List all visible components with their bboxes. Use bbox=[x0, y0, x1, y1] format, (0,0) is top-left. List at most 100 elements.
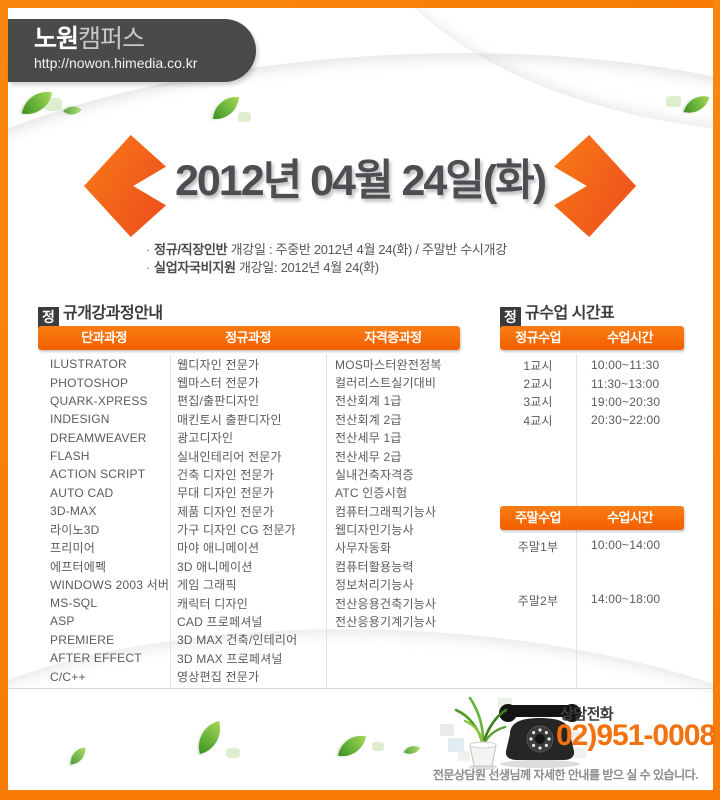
campus-name: 노원캠퍼스 bbox=[34, 26, 256, 53]
course-row: QUARK-XPRESS 편집/출판디자인 전산회계 1급 bbox=[38, 392, 460, 410]
regular-timetable-header: 정규수업 수업시간 bbox=[500, 326, 684, 350]
course-row-cell: 웹디자인 전문가 bbox=[177, 357, 260, 372]
course-row-cell: 전산회계 2급 bbox=[335, 412, 402, 427]
weekend-timetable-body: 주말1부 10:00~14:00 주말2부 14:00~18:00 bbox=[500, 538, 684, 646]
course-row-cell: 정보처리기능사 bbox=[335, 578, 414, 593]
weekend-class-row-cell: 10:00~14:00 bbox=[591, 538, 661, 552]
course-row: C/C++ 영상편집 전문가 bbox=[38, 667, 460, 685]
course-row-cell: 실내건축자격증 bbox=[335, 467, 414, 482]
course-row-cell: 전산응용건축기능사 bbox=[335, 596, 437, 611]
regular-class-row-cell: 2교시 bbox=[523, 377, 553, 392]
background-swoosh bbox=[341, 0, 720, 169]
course-row-cell: 매킨토시 출판디자인 bbox=[177, 412, 282, 427]
section-title-text: 규개강과정안내 bbox=[63, 305, 163, 322]
course-row-cell: 프리미어 bbox=[50, 541, 95, 556]
course-row-cell: 전산세무 2급 bbox=[335, 449, 402, 464]
course-row-cell: 라이노3D bbox=[50, 523, 100, 538]
column-divider bbox=[170, 354, 171, 688]
regular-class-row-cell: 4교시 bbox=[523, 413, 553, 428]
leaf-blob bbox=[372, 742, 384, 751]
course-row-cell: MS-SQL bbox=[50, 596, 98, 611]
course-row: PREMIERE 3D MAX 건축/인테리어 bbox=[38, 631, 460, 649]
leaf-blob bbox=[666, 96, 681, 107]
notice-line: · 정규/직장인반 개강일 : 주중반 2012년 4월 24(화) / 주말반 … bbox=[146, 241, 507, 259]
column-header: 단과과정 bbox=[81, 330, 127, 345]
course-row-cell: 마야 애니메이션 bbox=[177, 541, 260, 556]
course-row-cell: 편집/출판디자인 bbox=[177, 394, 260, 409]
course-row: ASP CAD 프로페셔널 전산응용기계기능사 bbox=[38, 612, 460, 630]
course-row-cell: 3D MAX 프로페셔널 bbox=[177, 651, 283, 666]
course-row-cell: 사무자동화 bbox=[335, 541, 392, 556]
phone-icon bbox=[499, 704, 581, 768]
regular-timetable-body: 1교시 10:00~11:30 2교시 11:30~13:00 3교시 19:00~20:… bbox=[500, 356, 684, 430]
course-row: ACTION SCRIPT 건축 디자인 전문가 실내건축자격증 bbox=[38, 465, 460, 483]
course-table-body: ILUSTRATOR 웹디자인 전문가 MOS마스터완전정복 PHOTOSHOP 웹마스… bbox=[38, 355, 460, 686]
course-row-cell: ILUSTRATOR bbox=[50, 357, 127, 372]
course-row-cell: AUTO CAD bbox=[50, 485, 114, 500]
course-row-cell: 에프터에펙 bbox=[50, 559, 107, 574]
course-row-cell: ACTION SCRIPT bbox=[50, 467, 146, 482]
course-row-cell: 3D 애니메이션 bbox=[177, 559, 253, 574]
leaf-icon bbox=[63, 101, 82, 120]
leaf-icon bbox=[683, 91, 710, 118]
course-row: 프리미어 마야 애니메이션 사무자동화 bbox=[38, 539, 460, 557]
section-title-text: 규수업 시간표 bbox=[525, 305, 615, 322]
weekend-class-row: 주말1부 10:00~14:00 bbox=[500, 538, 684, 592]
course-row-cell: MOS마스터완전정복 bbox=[335, 357, 442, 372]
weekend-class-row: 주말2부 14:00~18:00 bbox=[500, 592, 684, 646]
section-initial-badge: 정 bbox=[38, 307, 59, 328]
plant-icon bbox=[454, 696, 508, 770]
plant-and-phone-illustration bbox=[440, 696, 586, 770]
page-border-top bbox=[0, 0, 720, 8]
course-row: AFTER EFFECT 3D MAX 프로페셔널 bbox=[38, 649, 460, 667]
course-row: PHOTOSHOP 웹마스터 전문가 컬러리스트실기대비 bbox=[38, 373, 460, 391]
regular-class-row-cell: 3교시 bbox=[523, 395, 553, 410]
regular-class-row: 3교시 19:00~20:30 bbox=[500, 393, 684, 411]
weekend-class-row-cell: 주말1부 bbox=[517, 540, 559, 554]
regular-class-row-cell: 11:30~13:00 bbox=[591, 376, 660, 391]
date-banner: 2012년 04월 24일(화) bbox=[174, 157, 547, 205]
leaf-blob bbox=[238, 112, 251, 122]
footer-divider bbox=[8, 688, 713, 689]
leaf-icon bbox=[192, 720, 227, 755]
course-row-cell: 3D-MAX bbox=[50, 504, 97, 519]
page-border-bottom bbox=[0, 790, 720, 800]
column-header: 자격증과정 bbox=[364, 330, 422, 345]
course-row-cell: 웹디자인기능사 bbox=[335, 523, 414, 538]
weekend-timetable-header: 주말수업 수업시간 bbox=[500, 506, 684, 530]
leaf-icon bbox=[403, 741, 421, 759]
course-row-cell: 광고디자인 bbox=[177, 431, 234, 446]
course-row: ILUSTRATOR 웹디자인 전문가 MOS마스터완전정복 bbox=[38, 355, 460, 373]
course-row-cell: INDESIGN bbox=[50, 412, 110, 427]
course-row-cell: PREMIERE bbox=[50, 632, 115, 647]
course-row-cell: 전산세무 1급 bbox=[335, 431, 402, 446]
footer-caption: 전문상담원 선생님께 자세한 안내를 받으 실 수 있습니다. bbox=[432, 768, 699, 782]
course-row-cell: PHOTOSHOP bbox=[50, 375, 129, 390]
column-divider bbox=[326, 354, 327, 688]
page-border-right bbox=[713, 0, 720, 800]
notice-label: 정규/직장인반 bbox=[154, 242, 228, 257]
course-row: 라이노3D 가구 디자인 CG 전문가 웹디자인기능사 bbox=[38, 520, 460, 538]
leaf-icon bbox=[338, 732, 366, 760]
notice-text: 개강일: 2012년 4월 24(화) bbox=[235, 260, 379, 275]
course-row-cell: 컴퓨터그래픽기능사 bbox=[335, 504, 437, 519]
leaf-icon bbox=[21, 87, 53, 119]
course-row-cell: 3D MAX 건축/인테리어 bbox=[177, 633, 298, 648]
regular-class-row: 2교시 11:30~13:00 bbox=[500, 374, 684, 392]
column-header: 정규수업 bbox=[515, 330, 561, 345]
section-initial-badge: 정 bbox=[500, 307, 521, 328]
bullet-icon: · bbox=[146, 242, 151, 257]
course-row-cell: ATC 인증시험 bbox=[335, 486, 408, 501]
course-row: MS-SQL 캐릭터 디자인 전산응용건축기능사 bbox=[38, 594, 460, 612]
right-section-title: 정 규수업 시간표 bbox=[500, 299, 615, 328]
course-row: INDESIGN 매킨토시 출판디자인 전산회계 2급 bbox=[38, 410, 460, 428]
regular-class-row-cell: 19:00~20:30 bbox=[591, 394, 661, 409]
course-row-cell: 캐릭터 디자인 bbox=[177, 596, 248, 611]
course-row-cell: CAD 프로페셔널 bbox=[177, 614, 263, 629]
campus-name-light: 캠퍼스 bbox=[78, 25, 145, 53]
course-row-cell: 제품 디자인 전문가 bbox=[177, 504, 274, 519]
column-header: 수업시간 bbox=[607, 330, 653, 345]
leaf-blob bbox=[226, 748, 240, 758]
course-row-cell: ASP bbox=[50, 614, 75, 629]
